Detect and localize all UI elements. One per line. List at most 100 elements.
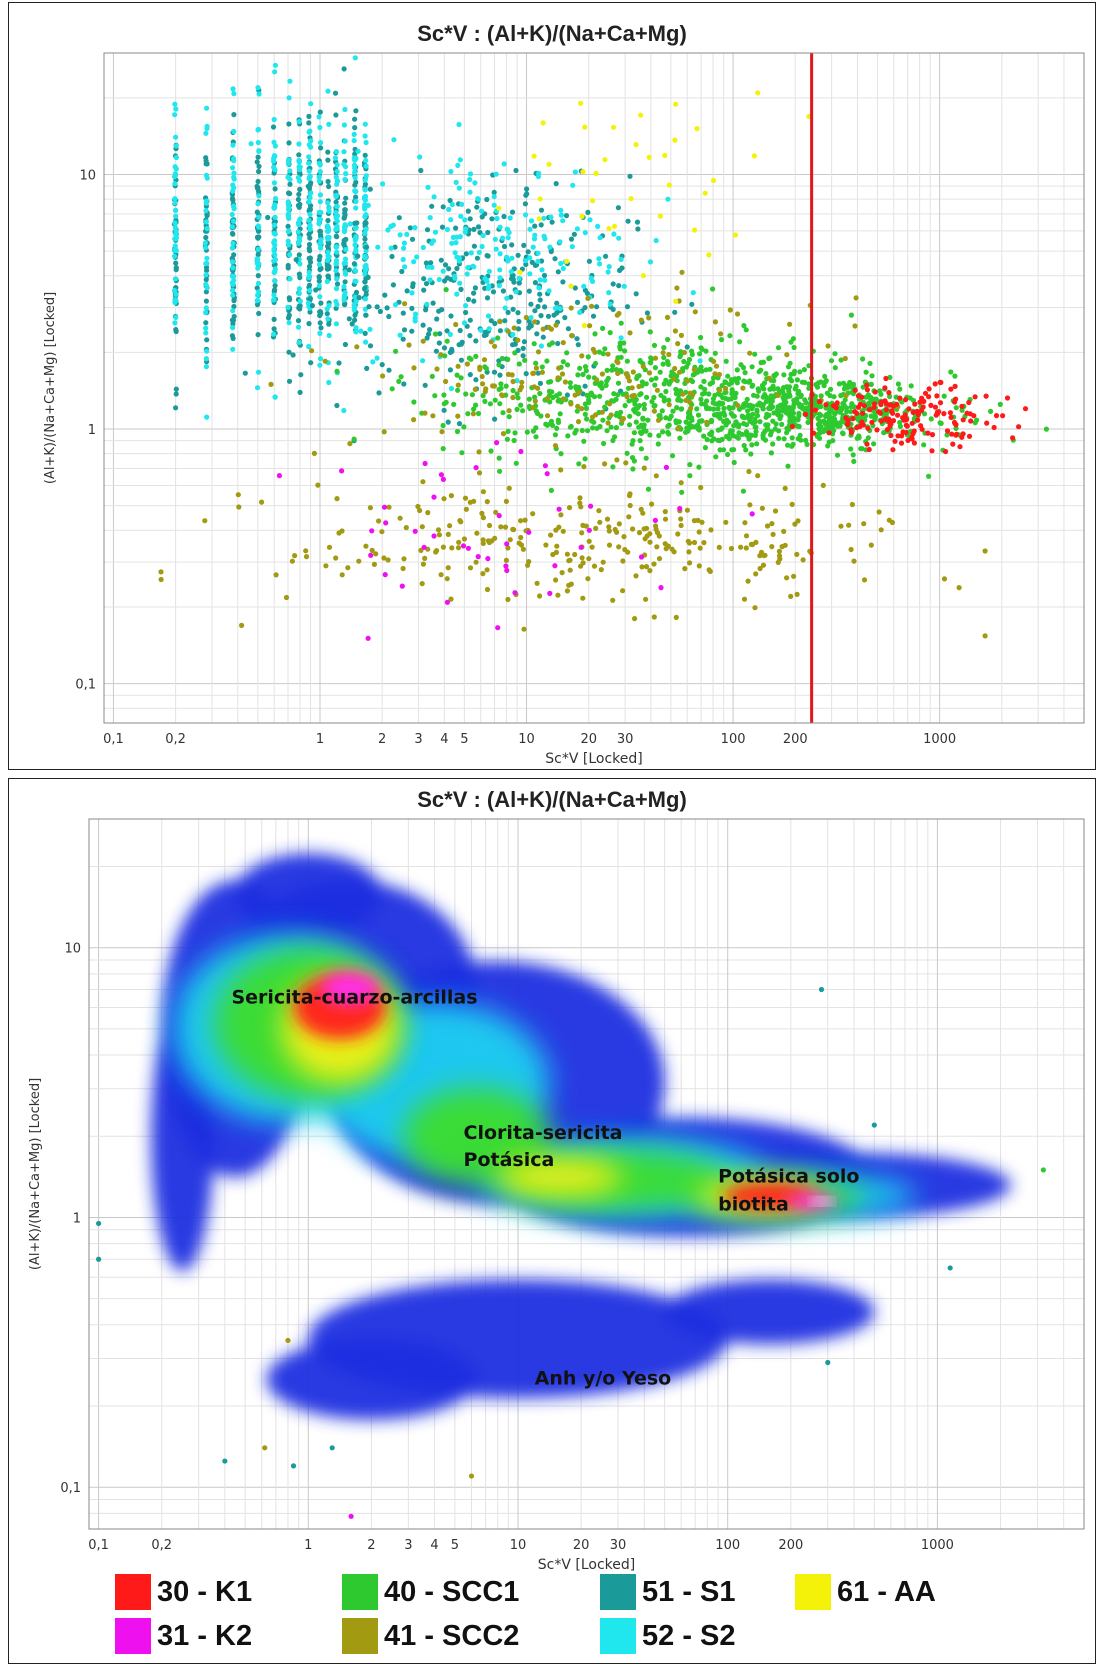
scatter-point bbox=[647, 539, 653, 545]
scatter-point bbox=[421, 544, 427, 550]
scatter-point bbox=[480, 381, 486, 387]
scatter-point bbox=[749, 364, 755, 370]
scatter-point bbox=[540, 334, 546, 340]
scatter-point bbox=[579, 555, 585, 561]
scatter-point bbox=[396, 215, 402, 221]
scatter-point bbox=[661, 398, 667, 404]
scatter-point bbox=[722, 379, 728, 385]
scatter-point bbox=[582, 124, 588, 130]
scatter-point bbox=[615, 380, 622, 386]
scatter-point bbox=[1022, 406, 1029, 412]
scatter-point bbox=[325, 228, 331, 234]
scatter-point bbox=[651, 408, 658, 414]
scatter-point bbox=[899, 399, 905, 405]
scatter-point bbox=[173, 405, 179, 411]
scatter-point bbox=[480, 489, 486, 495]
scatter-point bbox=[859, 394, 865, 400]
scatter-point bbox=[230, 265, 236, 271]
scatter-point bbox=[547, 421, 554, 427]
scatter-point bbox=[401, 381, 407, 387]
scatter-point bbox=[462, 495, 469, 501]
scatter-point bbox=[657, 369, 663, 375]
scatter-point bbox=[517, 269, 523, 275]
scatter-point bbox=[622, 348, 628, 354]
scatter-point bbox=[454, 265, 460, 272]
scatter-point bbox=[593, 412, 599, 418]
scatter-point bbox=[775, 392, 781, 399]
scatter-point bbox=[203, 260, 209, 267]
scatter-point bbox=[718, 337, 725, 343]
scatter-point bbox=[603, 382, 609, 388]
scatter-point bbox=[708, 527, 714, 533]
scatter-point bbox=[334, 168, 340, 175]
scatter-point bbox=[574, 226, 581, 232]
scatter-point bbox=[295, 220, 301, 226]
scatter-point bbox=[918, 423, 924, 429]
scatter-point bbox=[789, 501, 795, 507]
scatter-point bbox=[297, 201, 303, 207]
scatter-point bbox=[480, 232, 486, 239]
scatter-point bbox=[864, 382, 870, 388]
scatter-point bbox=[684, 507, 691, 513]
scatter-point bbox=[848, 409, 854, 415]
scatter-point bbox=[440, 268, 446, 274]
scatter-point bbox=[419, 524, 425, 530]
scatter-point bbox=[785, 463, 791, 469]
scatter-point bbox=[290, 352, 296, 358]
scatter-point bbox=[467, 333, 473, 339]
scatter-point bbox=[352, 267, 358, 273]
scatter-point bbox=[761, 380, 768, 386]
scatter-point bbox=[341, 161, 347, 167]
scatter-point bbox=[437, 331, 443, 337]
scatter-point bbox=[838, 357, 844, 363]
scatter-point bbox=[518, 384, 525, 390]
scatter-point bbox=[362, 186, 368, 192]
scatter-point bbox=[754, 441, 760, 447]
scatter-point bbox=[577, 500, 583, 506]
scatter-point bbox=[848, 312, 855, 318]
scatter-point bbox=[630, 397, 636, 403]
scatter-point bbox=[334, 402, 340, 409]
scatter-point bbox=[341, 297, 347, 303]
scatter-point bbox=[364, 365, 370, 371]
scatter-point bbox=[742, 520, 748, 526]
scatter-point bbox=[309, 348, 315, 354]
density-blob bbox=[664, 1279, 875, 1345]
x-tick-label: 1 bbox=[316, 732, 324, 747]
scatter-point bbox=[334, 226, 340, 232]
scatter-point bbox=[625, 374, 631, 380]
scatter-point bbox=[704, 437, 710, 443]
scatter-point bbox=[362, 152, 368, 158]
scatter-point bbox=[577, 495, 583, 501]
scatter-point bbox=[887, 393, 893, 400]
scatter-point bbox=[560, 218, 566, 224]
scatter-point bbox=[286, 320, 292, 326]
scatter-point bbox=[380, 373, 386, 379]
legend-item-k1: 30 - K1 bbox=[115, 1574, 252, 1610]
scatter-point bbox=[509, 372, 515, 378]
scatter-point bbox=[369, 528, 375, 534]
scatter-point bbox=[624, 358, 631, 364]
scatter-point bbox=[627, 330, 633, 336]
scatter-point bbox=[431, 494, 437, 500]
scatter-point bbox=[293, 257, 299, 263]
scatter-point bbox=[333, 210, 339, 216]
scatter-point bbox=[473, 465, 479, 471]
scatter-point bbox=[333, 149, 339, 155]
scatter-point bbox=[613, 425, 620, 431]
scatter-point bbox=[867, 360, 873, 366]
scatter-point bbox=[342, 207, 348, 213]
scatter-point bbox=[795, 417, 801, 423]
scatter-point bbox=[362, 194, 368, 200]
scatter-point bbox=[173, 386, 179, 392]
scatter-point bbox=[665, 361, 671, 367]
scatter-point bbox=[553, 577, 559, 583]
scatter-point bbox=[626, 514, 632, 520]
scatter-point bbox=[652, 365, 659, 371]
density-title: Sc*V : (Al+K)/(Na+Ca+Mg) bbox=[417, 787, 687, 812]
scatter-point bbox=[486, 326, 492, 332]
scatter-point bbox=[353, 108, 359, 114]
legend-item-s2: 52 - S2 bbox=[600, 1618, 736, 1654]
scatter-point bbox=[510, 342, 516, 348]
scatter-point bbox=[766, 355, 772, 362]
